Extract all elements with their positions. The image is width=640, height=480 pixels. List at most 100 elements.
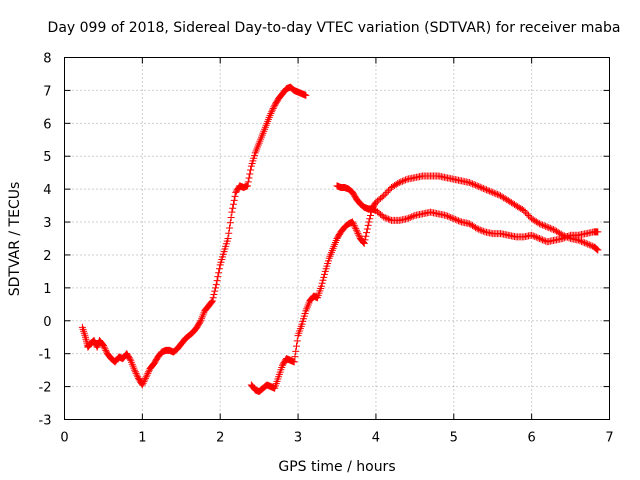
- data-point: [581, 239, 589, 247]
- x-tick-label: 7: [605, 431, 613, 446]
- series-segment-1: [78, 83, 310, 389]
- data-point: [473, 182, 481, 190]
- data-point: [381, 190, 389, 198]
- data-point: [378, 193, 386, 201]
- data-point: [267, 109, 275, 117]
- y-tick-label: -2: [39, 381, 52, 396]
- data-point: [131, 368, 139, 376]
- data-point: [539, 236, 547, 244]
- data-point: [539, 221, 547, 229]
- data-point: [101, 345, 109, 353]
- data-point: [383, 214, 391, 222]
- y-tick-label: 2: [43, 249, 51, 264]
- data-point: [141, 374, 149, 382]
- data-point: [481, 185, 489, 193]
- data-point: [489, 188, 497, 196]
- y-tick-label: -1: [39, 348, 52, 363]
- data-point: [384, 215, 392, 223]
- data-point: [565, 232, 573, 240]
- y-tick-label: 1: [43, 282, 51, 297]
- data-point: [210, 290, 218, 298]
- data-point: [268, 106, 276, 114]
- data-point: [445, 213, 453, 221]
- data-point: [212, 281, 220, 289]
- x-tick-label: 5: [450, 431, 458, 446]
- data-point: [406, 213, 414, 221]
- data-point: [363, 225, 371, 233]
- data-point: [395, 179, 403, 187]
- x-tick-labels: 0 1 2 3 4 5 6 7: [60, 431, 613, 446]
- data-point: [230, 196, 238, 204]
- data-point: [208, 297, 216, 305]
- y-tick-label: 0: [43, 315, 51, 330]
- data-point: [384, 187, 392, 195]
- data-point: [350, 221, 358, 229]
- data-point: [144, 369, 152, 377]
- data-point: [548, 225, 556, 233]
- data-point: [468, 180, 476, 188]
- data-point: [229, 200, 237, 208]
- y-tick-label: -3: [39, 414, 52, 429]
- data-point: [453, 216, 461, 224]
- data-point: [381, 214, 389, 222]
- data-point: [448, 214, 456, 222]
- data-point: [100, 343, 108, 351]
- data-point: [403, 215, 411, 223]
- data-point: [521, 208, 529, 216]
- data-point: [593, 245, 601, 253]
- data-point: [487, 188, 495, 196]
- data-point: [479, 184, 487, 192]
- plot-frame: [64, 57, 610, 420]
- data-point: [215, 265, 223, 273]
- data-point: [490, 189, 498, 197]
- data-point: [352, 225, 360, 233]
- data-point: [523, 210, 531, 218]
- data-point: [349, 220, 357, 228]
- data-point: [447, 213, 455, 221]
- data-point: [451, 215, 459, 223]
- data-point: [542, 222, 550, 230]
- data-point: [209, 294, 217, 302]
- data-point: [143, 371, 151, 379]
- data-point: [353, 228, 361, 236]
- chart-title: Day 099 of 2018, Sidereal Day-to-day VTE…: [48, 20, 621, 36]
- data-point: [537, 220, 545, 228]
- data-point: [456, 217, 464, 225]
- data-point: [535, 235, 543, 242]
- data-point: [245, 174, 253, 182]
- data-point: [196, 318, 204, 326]
- data-point: [293, 342, 301, 350]
- data-point: [397, 178, 405, 186]
- data-point: [470, 181, 478, 189]
- data-point: [482, 186, 490, 194]
- y-tick-label: 4: [43, 183, 51, 198]
- data-point: [492, 190, 500, 198]
- data-point: [139, 379, 147, 387]
- data-point: [243, 182, 251, 190]
- data-point: [444, 212, 452, 220]
- data-point: [247, 166, 255, 174]
- data-point: [228, 208, 236, 216]
- data-point: [579, 238, 587, 246]
- data-point: [227, 213, 235, 221]
- data-point: [317, 282, 325, 290]
- data-point: [231, 192, 239, 200]
- data-point: [534, 219, 542, 227]
- data-point: [349, 218, 357, 226]
- data-point: [270, 103, 278, 111]
- data-point: [540, 222, 548, 230]
- data-point: [360, 239, 368, 247]
- data-point: [529, 232, 537, 240]
- data-point: [394, 180, 402, 188]
- data-point: [302, 91, 310, 99]
- data-point: [321, 270, 329, 278]
- data-point: [102, 346, 110, 354]
- data-point: [133, 371, 141, 379]
- x-axis-title: GPS time / hours: [278, 459, 395, 475]
- data-point: [543, 223, 551, 231]
- data-point: [476, 183, 484, 191]
- data-point: [363, 229, 371, 237]
- data-point: [366, 211, 374, 219]
- data-point: [291, 353, 299, 361]
